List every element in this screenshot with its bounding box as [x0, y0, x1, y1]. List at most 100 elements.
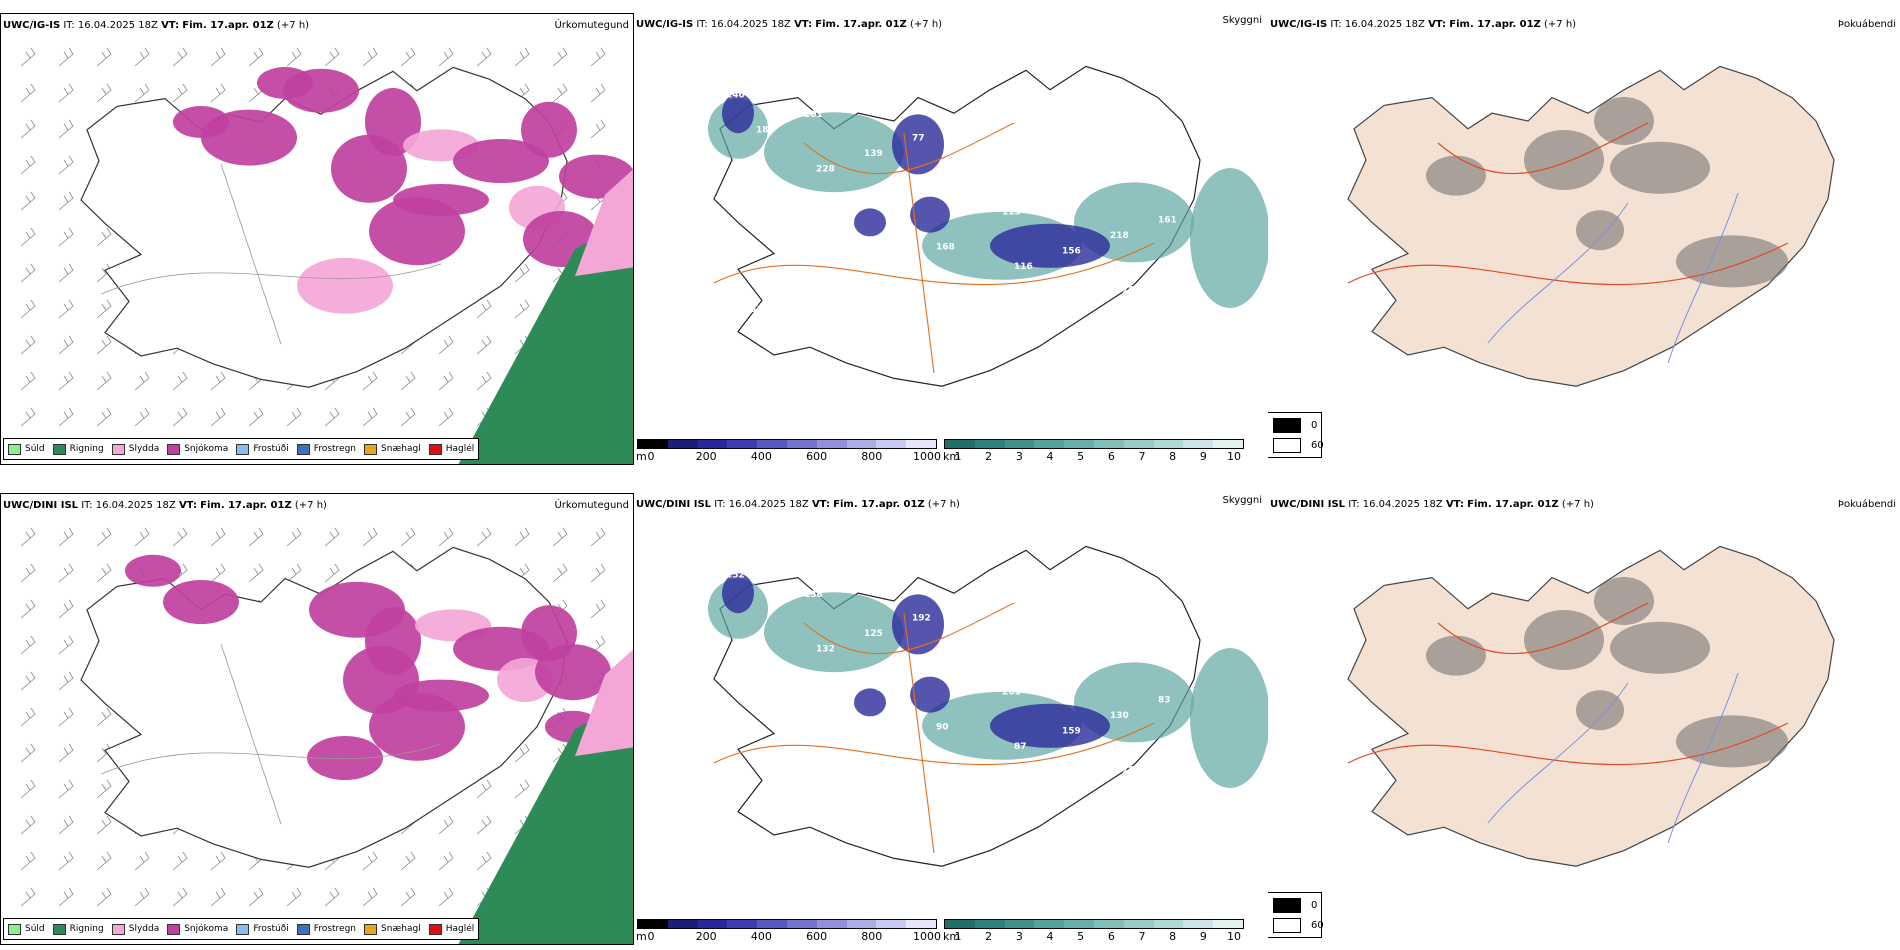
colorbar-tick-label: 1 [954, 450, 962, 463]
wind-barb [20, 635, 36, 655]
wind-barb [58, 119, 74, 139]
ceiling-value-label: 149 [1170, 270, 1189, 280]
wind-barb [20, 779, 36, 799]
visibility-colorbar: km 1 2 3 4 5 6 7 8 9 10 [943, 439, 1244, 463]
legend-item: Haglél [428, 443, 475, 455]
colorbar-unit: km [943, 930, 961, 943]
precip-cell [331, 134, 407, 203]
colorbar-tick-label: 1 [954, 930, 962, 943]
legend-item: Slydda [111, 443, 159, 455]
wind-barb [20, 263, 36, 283]
road-lines [713, 602, 1155, 854]
precip-cell [521, 101, 577, 158]
legend-item: Snjókoma [167, 923, 228, 935]
legend-swatch [236, 443, 250, 455]
precip-map [20, 47, 633, 464]
ceiling-value-label: 156 [1062, 247, 1081, 257]
ceiling-value-label: 116 [1014, 262, 1033, 272]
rain-area [458, 218, 633, 464]
fog-shade-area [1576, 210, 1624, 251]
wind-barb [58, 191, 74, 211]
colorbar-tick-label: 600 [806, 450, 828, 463]
colorbar-tick-label: 7 [1138, 930, 1146, 943]
wind-barb [20, 563, 36, 583]
wind-barb [476, 371, 492, 391]
wind-barb [324, 887, 340, 907]
legend-swatch [296, 443, 310, 455]
colorbar-tick-label: 9 [1199, 450, 1207, 463]
colorbar-segment [945, 440, 975, 448]
ceiling-map: 140 131 149 168 161 157 96 77 116 226 169 200 218 496… [708, 65, 1268, 387]
legend-swatch [8, 443, 21, 455]
ceiling-value-label: 261 [1002, 688, 1021, 698]
wind-barb [58, 299, 74, 319]
wind-barb [438, 407, 454, 427]
wind-barb [590, 83, 606, 103]
ceiling-value-label: 140 [948, 777, 967, 787]
panel-header: UWC/DINI ISL IT: 16.04.2025 18Z VT: Fim.… [3, 500, 327, 511]
colorbar-segment [697, 440, 728, 448]
fog-legend: 0 60 [1268, 892, 1324, 938]
fog-index-panel-top: UWC/IG-IS IT: 16.04.2025 18Z VT: Fim. 17… [1268, 13, 1900, 465]
fog-legend-label: 60 [1311, 440, 1324, 451]
ceiling-value-label: 152 [726, 571, 745, 581]
colorbar-ramp [637, 439, 937, 449]
legend-item: Frostregn [296, 443, 356, 455]
ceiling-value-label: 140 [726, 91, 745, 101]
wind-barb [514, 47, 530, 67]
road-lines [100, 643, 442, 825]
legend-item: Rigning [52, 443, 104, 455]
wind-barb [20, 743, 36, 763]
wind-barb [96, 815, 112, 835]
road-lines [100, 163, 442, 345]
wind-barb [590, 527, 606, 547]
colorbar-segment [1004, 920, 1035, 928]
wind-barb [286, 47, 302, 67]
wind-barb [58, 779, 74, 799]
ceiling-value-label: 218 [1110, 231, 1129, 241]
wind-barb [590, 563, 606, 583]
legend-label: Snæhagl [381, 444, 421, 454]
colorbar-ticks: m 0 200 400 600 800 1000 [636, 929, 941, 943]
legend-label: Haglél [445, 444, 475, 454]
wind-barb [514, 299, 530, 319]
wind-barb [20, 707, 36, 727]
ceiling-value-label: 116 [1086, 122, 1105, 132]
wind-barb [362, 47, 378, 67]
ceiling-value-label: 195 [876, 684, 895, 694]
wind-barb [96, 83, 112, 103]
ceiling-value-label: 261 [1050, 672, 1069, 682]
colorbar-segment [1034, 440, 1065, 448]
panel-title: Skyggni [1222, 495, 1262, 506]
wind-barb [134, 527, 150, 547]
precip-map [20, 527, 633, 944]
colorbar-segment [1093, 440, 1124, 448]
legend-item: Snjókoma [167, 443, 228, 455]
wind-barb [96, 335, 112, 355]
wind-barb [210, 83, 226, 103]
colorbar-tick-label: 0 [647, 930, 655, 943]
colorbar-tick-label: 1000 [913, 930, 941, 943]
ceiling-value-label: 96 [1146, 161, 1159, 171]
legend-item: Frostúði [236, 923, 289, 935]
colorbar-segment [727, 440, 758, 448]
precip-legend: Súld Rigning Slydda Snjókoma Frostúði Frostre… [3, 438, 480, 460]
wind-barb [172, 407, 188, 427]
ceiling-value-label: 170 [1050, 192, 1069, 202]
colorbar-ticks: m 0 200 400 600 800 1000 [636, 449, 941, 463]
ceiling-value-label: 202 [828, 699, 847, 709]
colorbar-tick-label: 800 [861, 930, 883, 943]
legend-label: Frostúði [253, 924, 289, 934]
precip-cell [173, 106, 229, 138]
wind-barb [248, 563, 264, 583]
legend-label: Súld [25, 924, 45, 934]
wind-barb [438, 815, 454, 835]
fog-map [1347, 545, 1835, 867]
ceiling-value-label: 139 [864, 149, 883, 159]
colorbar-ramp [944, 919, 1244, 929]
legend-swatch [52, 443, 66, 455]
colorbar-segment [786, 440, 817, 448]
colorbar-tick-label: 10 [1227, 450, 1241, 463]
colorbar-ticks: km 1 2 3 4 5 6 7 8 9 10 [943, 929, 1244, 943]
wind-barb [96, 779, 112, 799]
